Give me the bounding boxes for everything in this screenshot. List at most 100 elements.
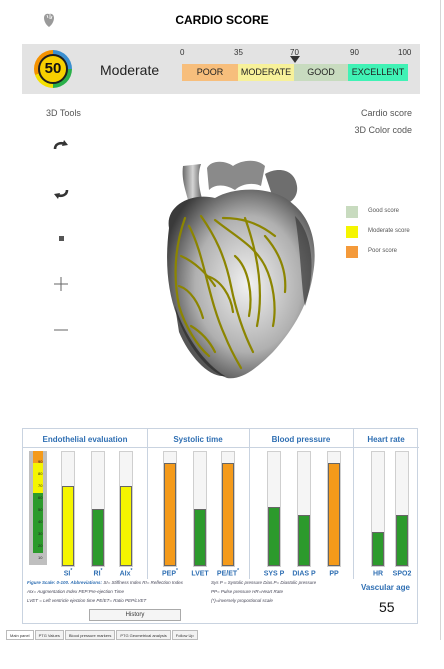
- bar-label-text: LVET: [191, 570, 209, 578]
- bar-track-hr: [371, 451, 385, 567]
- gauge-tick-label: 60: [38, 495, 43, 500]
- score-ring: 50: [34, 50, 72, 88]
- sheet-tabs: Main panel PTG Values Blood pressure mar…: [6, 630, 199, 640]
- legend-label: Moderate score: [368, 228, 410, 234]
- scale-tick: 90: [350, 48, 359, 57]
- score-label: Moderate: [100, 62, 160, 78]
- bar-label-hr: HR: [361, 568, 395, 577]
- vascular-age-value: 55: [379, 599, 395, 615]
- section-title-systolic: Systolic time: [173, 435, 223, 444]
- bar-label-spo2: SPO2: [385, 568, 419, 577]
- section-title-endothelial: Endothelial evaluation: [42, 435, 128, 444]
- section-divider: [249, 429, 250, 579]
- bar-track-spo2: [395, 451, 409, 567]
- score-value: 50: [44, 60, 62, 77]
- legend-swatch: [346, 226, 358, 238]
- zoom-out-icon[interactable]: [52, 321, 70, 339]
- gauge-tick-label: 70: [38, 483, 43, 488]
- bar-pep: [164, 463, 176, 566]
- gauge-tick-label: 40: [38, 519, 43, 524]
- footnote-abbr-title: Abbreviations:: [70, 580, 103, 585]
- bar-pp: [328, 463, 340, 566]
- bar-track-aix: [119, 451, 133, 567]
- bar-aix: [120, 486, 132, 566]
- bar-track-pe-et: [221, 451, 235, 567]
- section-divider: [23, 447, 419, 448]
- bar-label-text: PE/ET: [216, 570, 238, 578]
- scale-segment-moderate: MODERATE: [238, 64, 294, 81]
- gauge-good-band: [33, 493, 43, 553]
- tab-ptg-values[interactable]: PTG Values: [34, 630, 64, 640]
- cardio-score-title: Cardio score: [360, 108, 412, 118]
- tab-follow-up[interactable]: Follow Up: [171, 630, 198, 640]
- rotate-ccw-icon[interactable]: [52, 183, 70, 201]
- bar-label-text: RI: [93, 570, 101, 578]
- bar-label-asterisk: *: [70, 568, 73, 574]
- bar-track-dias-p: [297, 451, 311, 567]
- app-title: CARDIO SCORE: [175, 13, 269, 27]
- bar-track-lvet: [193, 451, 207, 567]
- tab-blood-pressure-markers[interactable]: Blood pressure markers: [64, 630, 116, 640]
- bar-track-sys-p: [267, 451, 281, 567]
- zoom-in-icon[interactable]: [52, 275, 70, 293]
- bar-label-text: PEP: [162, 570, 177, 578]
- bar-track-ri: [91, 451, 105, 567]
- history-button[interactable]: History: [89, 609, 181, 621]
- gauge-tick-label: 50: [38, 507, 43, 512]
- bar-label-text: DIAS P: [292, 570, 316, 578]
- vascular-age-title: Vascular age: [361, 583, 410, 592]
- top-header: CARDIO SCORE: [0, 0, 444, 40]
- bar-label-ri: RI*: [81, 568, 115, 577]
- bar-sys-p: [268, 506, 280, 566]
- footnote-scale-label: Figure Scale: 0-100.: [27, 580, 70, 585]
- bar-spo2: [396, 514, 408, 566]
- bar-label-asterisk: *: [176, 568, 178, 574]
- footnote-scale: Figure Scale: 0-100. Abbreviations: SI= …: [27, 580, 183, 585]
- gauge-tick-label: 10: [38, 555, 43, 560]
- tools-title: 3D Tools: [46, 108, 81, 118]
- tab-main-panel[interactable]: Main panel: [6, 630, 34, 640]
- footnote-line: LVET = Left ventricle ejection time PE/E…: [27, 598, 147, 603]
- bar-label-text: HR: [372, 570, 384, 578]
- stop-icon[interactable]: [52, 229, 70, 247]
- color-code-subtitle: 3D Color code: [354, 125, 412, 135]
- score-gauge: 90 80 70 60 50 40 30 20 10: [29, 451, 47, 565]
- legend-swatch: [346, 246, 358, 258]
- gauge-tick-label: 30: [38, 531, 43, 536]
- window-edge: [440, 0, 441, 640]
- legend-label: Poor score: [368, 248, 398, 254]
- score-bar: 50 Moderate 0 35 70 90 100 POOR MODERATE…: [22, 44, 420, 94]
- 3d-heart-model[interactable]: [145, 156, 345, 386]
- bar-label-text: PP: [329, 570, 339, 578]
- bar-pe-et: [222, 463, 234, 566]
- bar-dias-p: [298, 514, 310, 566]
- bar-label-pp: PP: [317, 568, 351, 577]
- bar-label-aix: AIx*: [109, 568, 143, 577]
- scale-tick: 100: [398, 48, 412, 57]
- bar-label-text: SPO2: [392, 570, 412, 578]
- bar-label-lvet: LVET: [183, 568, 217, 577]
- bar-ri: [92, 509, 104, 566]
- bar-label-pe-et: PE/ET*: [211, 568, 245, 577]
- legend-label: Good score: [368, 208, 400, 214]
- bar-label-sys-p: SYS P: [257, 568, 291, 577]
- bar-label-si: SI*: [51, 568, 85, 577]
- scale-segment-good: GOOD: [294, 64, 348, 81]
- bar-track-pp: [327, 451, 341, 567]
- section-divider: [147, 429, 148, 579]
- bar-hr: [372, 531, 384, 566]
- scale-segment-excellent: EXCELLENT: [348, 64, 408, 81]
- legend-swatch: [346, 206, 358, 218]
- gauge-tick-label: 80: [38, 471, 43, 476]
- score-badge: 50: [38, 54, 68, 84]
- rotate-cw-icon[interactable]: [52, 138, 70, 156]
- bar-label-text: SYS P: [263, 570, 285, 578]
- scale-tick: 0: [180, 48, 185, 57]
- scale-segment-poor: POOR: [182, 64, 238, 81]
- bar-label-asterisk: *: [100, 568, 103, 574]
- scale-tick: 70: [290, 48, 299, 57]
- tab-ptg-geometrical-analysis[interactable]: PTG Geometrical analysis: [116, 630, 171, 640]
- footnote-line: (*)=inversely proportional scale: [211, 598, 273, 603]
- bar-label-text: SI: [63, 570, 71, 578]
- section-title-heart-rate: Heart rate: [367, 435, 405, 444]
